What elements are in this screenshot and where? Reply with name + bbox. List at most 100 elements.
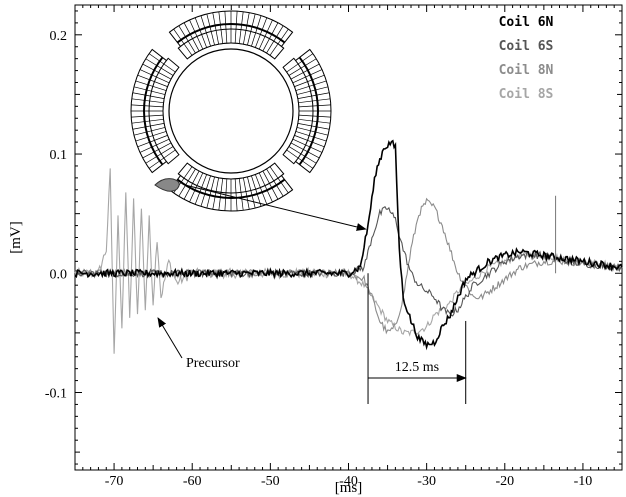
series-line [74,139,623,351]
coil-bore [168,48,294,174]
coil-turn-line [212,12,219,45]
annotations: Precursor 12.5 ms [157,184,467,404]
coil-block-inner [282,57,314,165]
series-line [74,206,622,317]
coil-turn-line [297,123,330,130]
coil-turn-line [234,11,238,44]
coil-turn-line [251,15,262,47]
coil-turn-line [295,80,327,91]
x-tick-label: -40 [339,474,358,489]
coil-turn-line [189,19,204,50]
coil-turn-line [139,138,170,153]
x-tick-label: -50 [261,474,280,489]
coil-turn-line [262,22,279,52]
coil-midline [143,56,164,166]
coil-turn-line [224,11,228,44]
coil-turn-line [243,177,250,210]
x-axis-title: [ms] [335,480,363,496]
coil-turn-line [148,149,176,169]
coil-turn-line [194,17,207,48]
coil-block-inner [148,57,180,165]
x-tick-label: -70 [105,474,124,489]
coil-turn-line [234,178,238,211]
y-axis-title: [mV] [8,221,24,254]
y-tick-label: 0.0 [50,267,68,282]
coil-turn-line [148,53,176,73]
coil-turn-line [145,58,174,76]
coil-turn-line [296,86,329,95]
coil-turn-line [137,74,168,87]
coil-turn-line [212,177,219,210]
coil-turn-line [298,98,331,104]
coil-turn-line [218,11,224,44]
axes: -70 -60 -50 -40 -30 -20 -10 0.2 0.1 0.0 -0.1 [45,4,623,489]
quench-location-marker [154,178,180,192]
coil-turn-line [286,149,314,169]
coil-turn-line [200,15,211,47]
coil-turn-line [142,142,172,159]
coil-turn-line [266,25,284,54]
coil-turn-line [297,92,330,99]
y-tick-label: 0.1 [50,148,68,163]
coil-turn-line [298,114,331,118]
coil-block-inner [177,162,285,194]
coil-midline [176,178,286,199]
series-line [74,168,623,354]
coil-turn-line [206,13,215,46]
coil-turn-line [286,53,314,73]
coil-turn-line [137,135,168,148]
coil-turn-line [200,175,211,207]
coil-turn-line [178,168,196,197]
coil-turn-line [206,176,215,209]
coil-turn-line [296,127,329,136]
coil-turn-line [131,98,164,104]
coil-turn-line [247,13,256,46]
coil-turn-line [290,63,320,80]
y-tick-label: -0.1 [45,387,67,402]
coil-turn-line [294,135,325,148]
coil-turn-line [135,80,167,91]
coil-turn-line [133,86,166,95]
coil-turn-line [295,131,327,142]
coil-turn-line [173,28,193,56]
coil-turn-line [294,74,325,87]
interval-label: 12.5 ms [395,360,439,375]
coil-cross-section-diagram [130,10,332,212]
coil-turn-line [183,22,200,52]
coil-midline [298,56,319,166]
x-tick-label: -10 [574,474,593,489]
x-tick-label: -30 [417,474,436,489]
coil-turn-line [131,118,164,124]
coil-turn-line [292,138,323,153]
legend-entry: Coil 6S [499,39,554,54]
coil-turn-line [269,28,289,56]
coil-turn-line [288,146,317,164]
coil-turn-line [243,12,250,45]
precursor-label: Precursor [186,356,240,371]
coil-turn-line [251,175,262,207]
coil-turn-line [218,178,224,211]
coil-turn-line [262,170,279,200]
coil-turn-line [269,166,289,194]
legend-entry: Coil 8N [499,63,554,78]
precursor-arrow [157,317,183,359]
legend-entry: Coil 6N [499,15,554,30]
coil-turn-line [132,92,165,99]
coil-turn-line [142,63,172,80]
coil-turn-line [247,176,256,209]
legend-entry: Coil 8S [499,87,554,102]
coil-turn-line [131,114,164,118]
coil-block-inner [177,28,285,60]
coil-turn-line [183,170,200,200]
coil-turn-line [194,174,207,205]
coil-turn-line [133,127,166,136]
coil-turn-line [238,11,244,44]
coil-turn-line [238,178,244,211]
coil-turn-line [178,25,196,54]
coil-midline [176,23,286,44]
series-line [74,197,623,335]
coil-turn-line [292,69,323,84]
coil-turn-line [298,104,331,108]
coil-turn-line [131,104,164,108]
coil-turn-line [258,19,273,50]
